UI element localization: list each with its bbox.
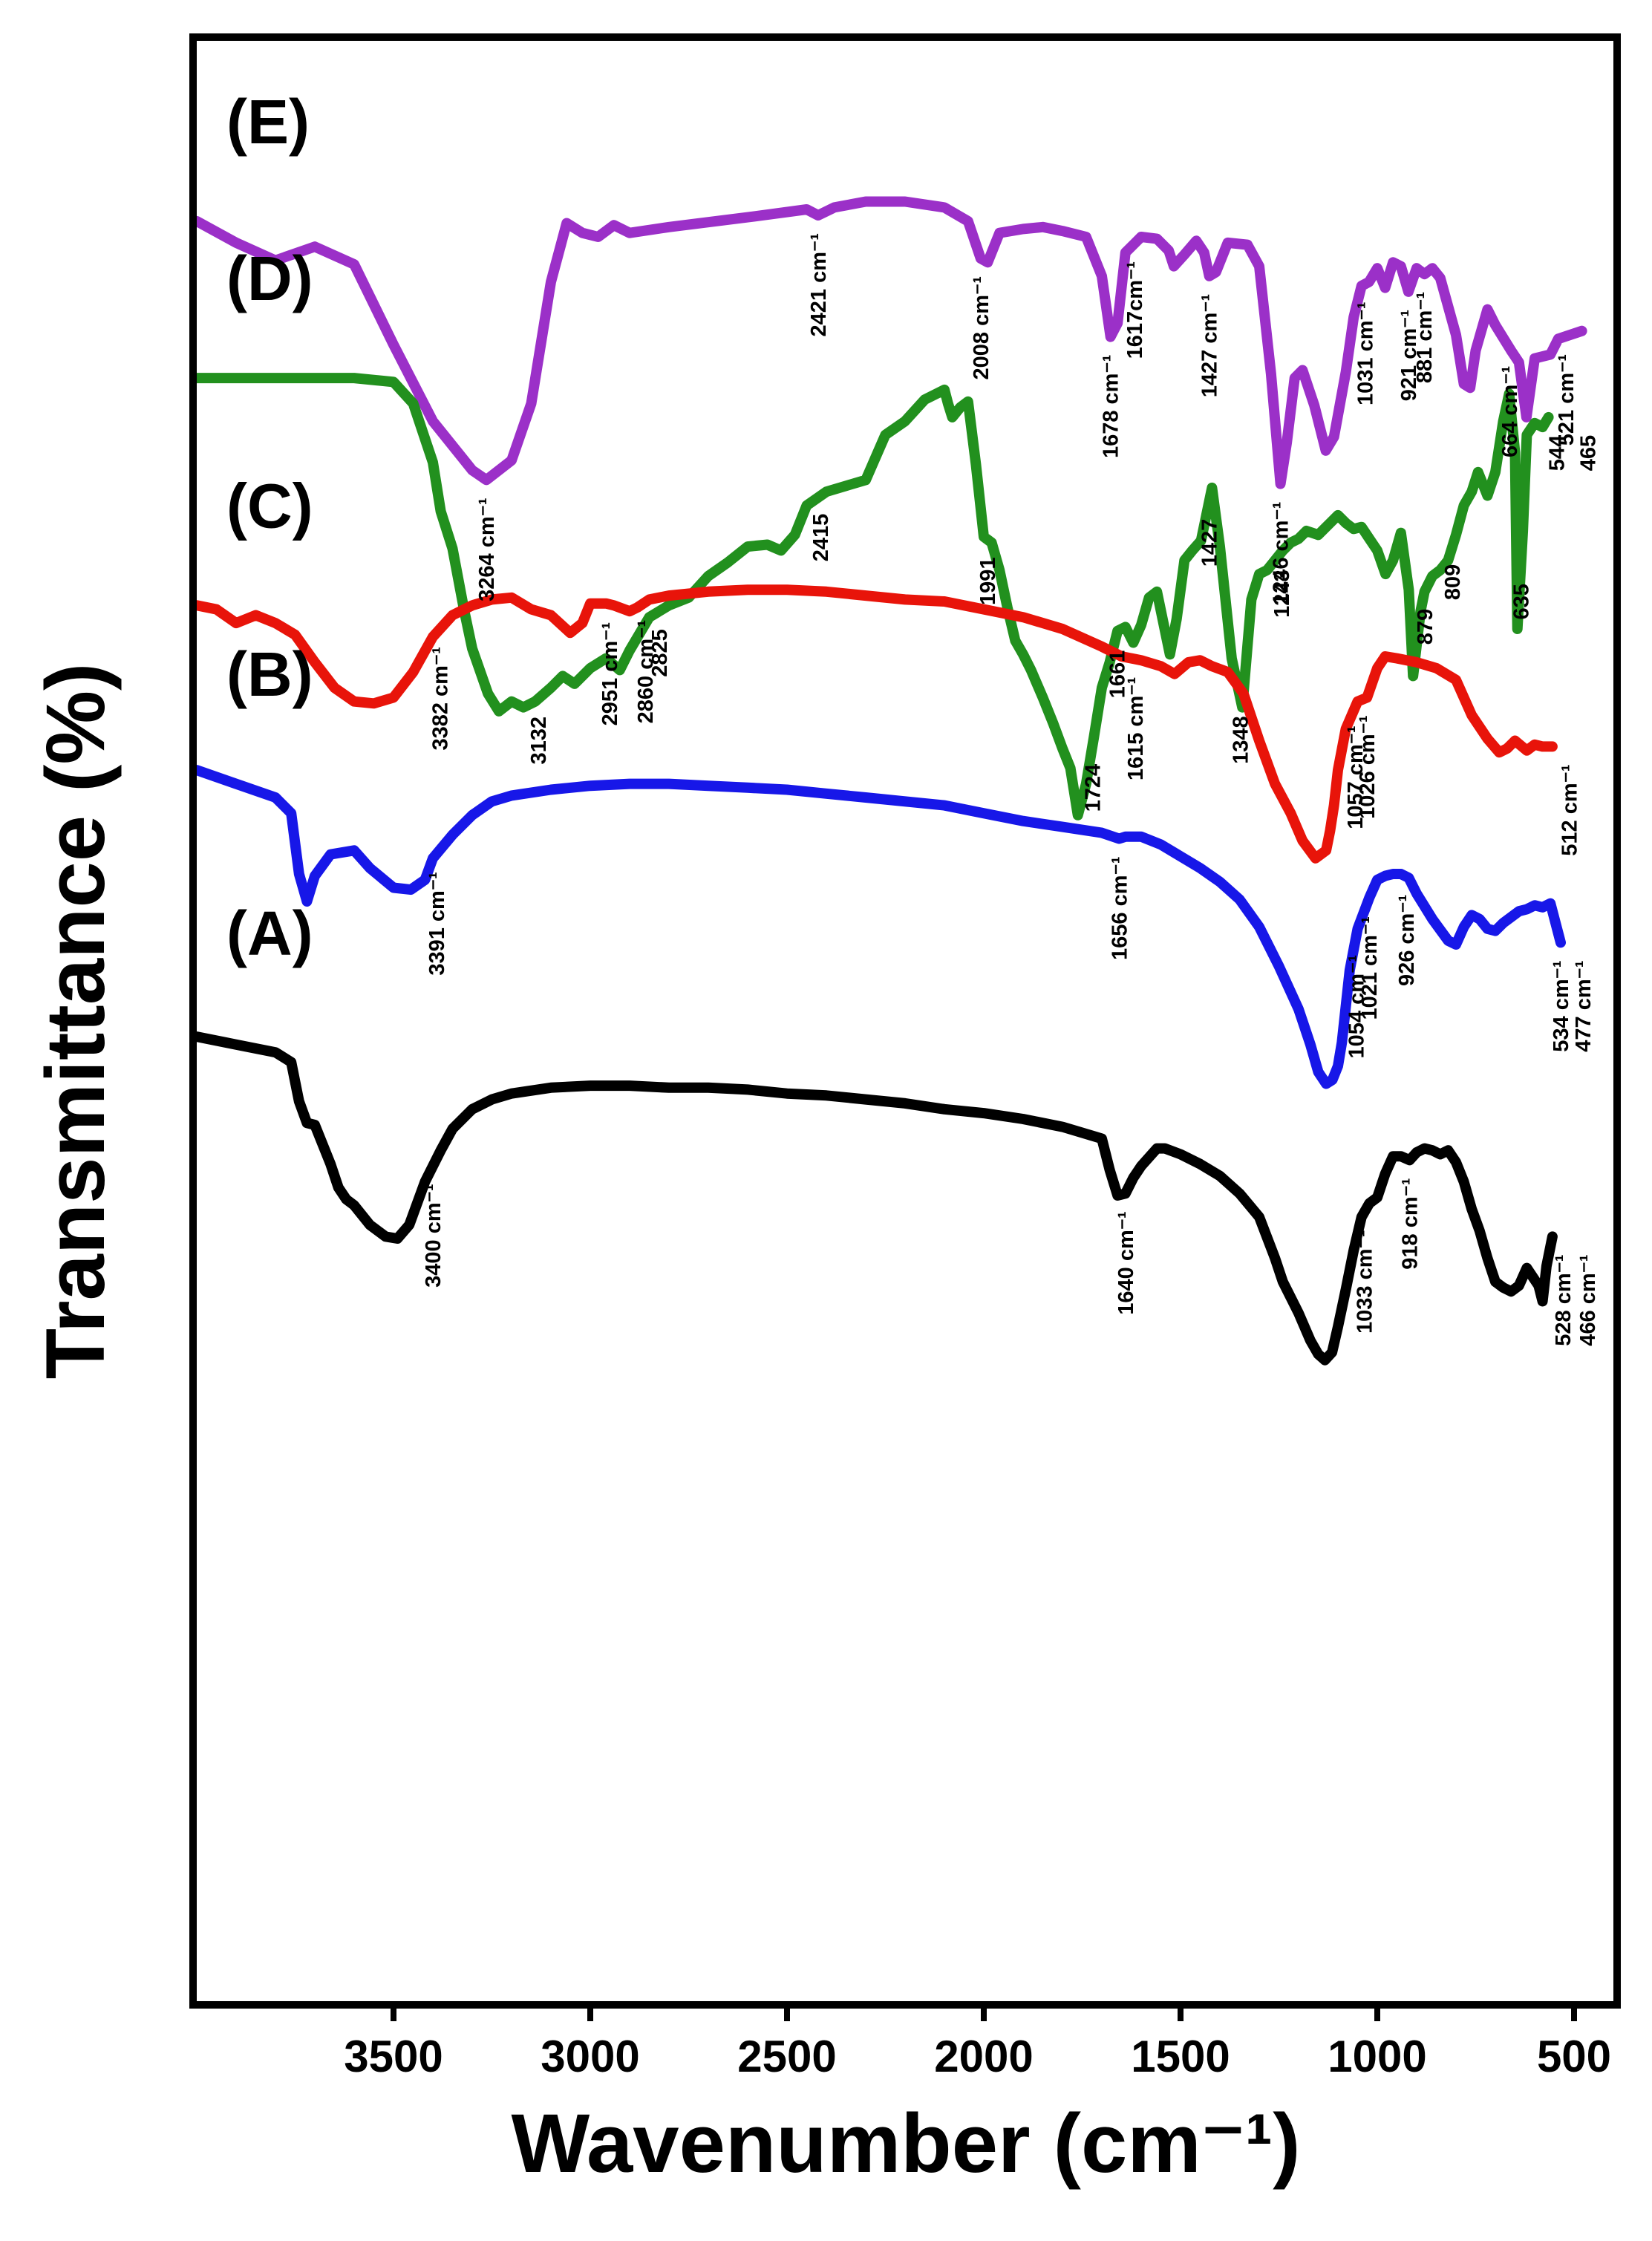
x-tick-label-1000: 1000 <box>1328 2032 1426 2081</box>
peak-label-E-1031: 1031 cm⁻¹ <box>1354 302 1378 405</box>
peak-label-C-1615: 1615 cm⁻¹ <box>1124 677 1148 780</box>
peak-label-C-2860: 2860 cm⁻¹ <box>634 620 658 723</box>
peak-label-D-1427: 1427 <box>1198 519 1222 567</box>
series-label-A: (A) <box>226 898 313 968</box>
peak-label-B-926: 926 cm⁻¹ <box>1395 895 1419 986</box>
peak-label-D-1724: 1724 <box>1081 764 1105 812</box>
peak-label-D-1243: 1243 <box>1270 570 1294 618</box>
peak-label-E-2008: 2008 cm⁻¹ <box>970 276 993 379</box>
series-layer <box>192 196 1587 1366</box>
series-label-layer: (E) (D) (C) (B) (A) <box>226 87 313 968</box>
peak-label-A-3400: 3400 cm⁻¹ <box>422 1184 445 1287</box>
series-line-E <box>192 196 1587 489</box>
peak-label-D-465: 465 <box>1577 435 1601 471</box>
peak-label-D-635: 635 <box>1509 584 1533 619</box>
peak-label-D-544: 544 <box>1546 435 1570 471</box>
peak-label-A-1033: 1033 cm⁻¹ <box>1354 1230 1377 1334</box>
series-line-D <box>192 373 1554 821</box>
peak-label-A-1640: 1640 cm⁻¹ <box>1114 1211 1138 1314</box>
peak-label-C-2951: 2951 cm⁻¹ <box>598 622 622 725</box>
peak-label-E-1246: 1246 cm⁻¹ <box>1270 502 1293 605</box>
x-tick-label-1500: 1500 <box>1131 2032 1230 2081</box>
series-label-C: (C) <box>226 471 313 541</box>
peak-label-C-512: 512 cm⁻¹ <box>1558 764 1582 855</box>
x-axis: 3500 3000 2500 2000 1500 1000 500 <box>344 2005 1611 2081</box>
x-tick-label-3500: 3500 <box>344 2032 443 2081</box>
series-line-C <box>192 584 1558 864</box>
x-tick-label-3000: 3000 <box>541 2032 639 2081</box>
peak-label-E-881: 881 cm⁻¹ <box>1413 292 1437 383</box>
peak-label-layer: 3264 cm⁻¹ 2421 cm⁻¹ 2008 cm⁻¹ 1678 cm⁻¹1617… <box>422 233 1601 1346</box>
peak-label-D-1348: 1348 <box>1230 716 1253 764</box>
series-label-E: (E) <box>226 87 310 157</box>
peak-label-B-477: 477 cm⁻¹ <box>1572 960 1596 1051</box>
series-label-D: (D) <box>226 244 313 313</box>
peak-label-E-1678: 1678 cm⁻¹ <box>1100 355 1123 458</box>
x-tick-label-2500: 2500 <box>737 2032 836 2081</box>
peak-label-E-664: 664 cm⁻¹ <box>1498 366 1522 457</box>
peak-label-B-1054: 1054 cm⁻¹ <box>1345 955 1368 1058</box>
peak-label-E-921: 921 cm⁻¹ <box>1397 310 1421 401</box>
x-tick-label-2000: 2000 <box>934 2032 1033 2081</box>
x-tick-label-500: 500 <box>1537 2032 1611 2081</box>
peak-label-E-1427: 1427 cm⁻¹ <box>1198 294 1222 397</box>
peak-label-A-466: 466 cm⁻¹ <box>1576 1254 1600 1345</box>
peak-label-B-1021: 1021 cm⁻¹ <box>1358 916 1382 1020</box>
peak-label-E-3264: 3264 cm⁻¹ <box>475 498 499 601</box>
peak-label-C-3382: 3382 cm⁻¹ <box>429 647 453 750</box>
series-label-B: (B) <box>226 639 313 709</box>
peak-label-A-528: 528 cm⁻¹ <box>1552 1254 1576 1345</box>
peak-label-D-2415: 2415 <box>809 514 833 562</box>
peak-label-D-1661: 1661 <box>1106 650 1130 699</box>
peak-label-E-521: 521 cm⁻¹ <box>1555 354 1578 446</box>
peak-label-B-534: 534 cm⁻¹ <box>1550 960 1573 1051</box>
peak-label-D-809: 809 <box>1441 564 1465 600</box>
series-line-B <box>192 765 1566 1089</box>
plot-frame <box>189 33 1621 2009</box>
peak-label-B-1656: 1656 cm⁻¹ <box>1108 857 1132 960</box>
peak-label-E-2421: 2421 cm⁻¹ <box>807 233 831 336</box>
x-axis-title: Wavenumber (cm⁻¹) <box>511 2097 1300 2190</box>
peak-label-D-2825: 2825 <box>648 629 672 677</box>
peak-label-A-918: 918 cm⁻¹ <box>1399 1178 1423 1269</box>
peak-label-D-1991: 1991 <box>976 558 1000 606</box>
peak-label-D-3132: 3132 <box>527 717 551 765</box>
series-line-A <box>192 1031 1558 1366</box>
peak-label-E-1617: 1617cm⁻¹ <box>1123 261 1147 359</box>
peak-label-C-1026: 1026 cm⁻¹ <box>1356 715 1380 818</box>
peak-label-D-879: 879 <box>1414 609 1437 645</box>
y-axis-title: Transmittance (%) <box>29 663 122 1380</box>
peak-label-C-1057: 1057 cm⁻¹ <box>1344 725 1368 829</box>
peak-label-B-3391: 3391 cm⁻¹ <box>425 872 449 975</box>
